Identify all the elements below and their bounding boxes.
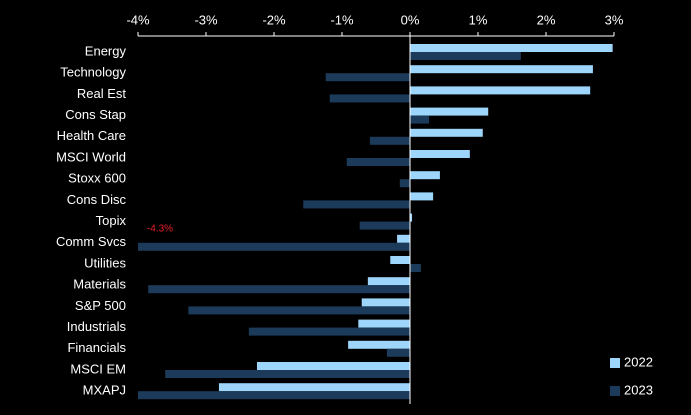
category-label: Real Est <box>77 86 127 101</box>
bar <box>138 242 410 251</box>
bar <box>165 370 410 378</box>
bar <box>386 348 410 357</box>
category-label: S&P 500 <box>75 298 126 313</box>
bar <box>410 86 591 95</box>
bar <box>410 44 613 52</box>
x-tick-label: -4% <box>126 12 150 27</box>
bar <box>410 150 470 158</box>
bar <box>148 285 410 294</box>
bar <box>399 179 410 188</box>
bar <box>397 234 410 243</box>
plot-area <box>138 44 613 400</box>
bar <box>369 136 410 145</box>
x-tick-label: -1% <box>330 12 354 27</box>
bar <box>410 264 421 272</box>
category-label: Stoxx 600 <box>68 171 126 186</box>
bar <box>358 319 410 328</box>
legend-label: 2022 <box>624 354 653 369</box>
bar <box>361 298 410 307</box>
bar <box>390 256 410 264</box>
category-label: MSCI World <box>56 149 126 164</box>
bar <box>348 340 410 349</box>
bar <box>410 192 434 201</box>
bar <box>303 200 410 209</box>
category-label: Technology <box>60 65 126 80</box>
category-label: Industrials <box>67 319 127 334</box>
category-label: MXAPJ <box>83 383 126 398</box>
x-tick-label: 3% <box>605 12 624 27</box>
category-label: Comm Svcs <box>56 234 127 249</box>
bar <box>188 306 410 315</box>
category-label: Utilities <box>84 255 126 270</box>
value-label: -4.3% <box>147 223 173 234</box>
x-tick-label: 0% <box>401 12 420 27</box>
legend-label: 2023 <box>624 382 653 397</box>
bar <box>248 327 410 336</box>
category-label: Cons Disc <box>67 192 127 207</box>
bar <box>359 221 410 230</box>
bar <box>410 107 489 116</box>
x-tick-label: -3% <box>194 12 218 27</box>
x-tick-label: 2% <box>537 12 556 27</box>
bar <box>218 383 410 392</box>
legend-swatch <box>610 386 620 396</box>
bar <box>410 52 521 60</box>
bar <box>138 391 410 400</box>
bar <box>346 158 410 166</box>
category-label: Materials <box>73 277 126 292</box>
x-tick-label: 1% <box>469 12 488 27</box>
x-tick-label: -2% <box>262 12 286 27</box>
category-label: MSCI EM <box>70 361 126 376</box>
bar <box>410 171 440 180</box>
bar <box>257 362 410 370</box>
legend-swatch <box>610 358 620 368</box>
bar <box>410 65 593 74</box>
bar <box>410 213 413 222</box>
category-label: Health Care <box>57 128 126 143</box>
category-label: Financials <box>67 340 126 355</box>
category-label: Topix <box>96 213 127 228</box>
bar <box>329 94 410 103</box>
bar <box>410 115 430 124</box>
bar <box>325 73 410 82</box>
bar <box>410 128 483 137</box>
bar <box>367 277 410 286</box>
category-label: Cons Stap <box>65 107 126 122</box>
category-label: Energy <box>85 43 127 58</box>
